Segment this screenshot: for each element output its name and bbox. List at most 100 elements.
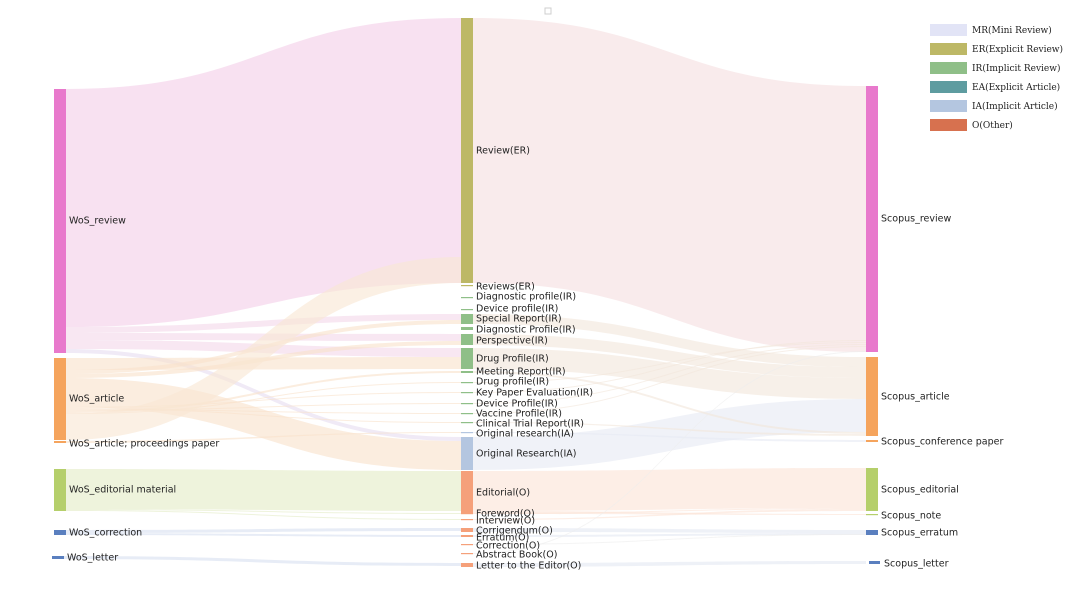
legend-swatch-er-explicit-review: [930, 43, 967, 55]
link-wos-edit-to-foreword-o: [66, 509, 461, 514]
label-review-er: Review(ER): [476, 146, 530, 157]
node-scopus-article[interactable]: [866, 357, 878, 436]
node-scopus-letter[interactable]: [869, 561, 880, 564]
link-meeting-report-ir-to-scopus-article: [473, 371, 866, 434]
node-editorial-o[interactable]: [461, 471, 473, 514]
node-scopus-erratum[interactable]: [866, 530, 878, 535]
link-orig-research-ia-to-scopus-conf: [473, 432, 866, 442]
label-wos-edit: WoS_editorial material: [69, 485, 176, 496]
link-wos-edit-to-editorial-o: [66, 469, 461, 511]
node-wos-review[interactable]: [54, 89, 66, 353]
node-orig-research-ia[interactable]: [461, 437, 473, 470]
label-scopus-conf: Scopus_conference paper: [881, 437, 1003, 448]
link-drug-profile-ir-to-scopus-review: [473, 342, 866, 383]
node-interview-o[interactable]: [461, 519, 473, 521]
link-erratum-o-to-scopus-erratum: [473, 533, 866, 537]
link-device-profile-ir-to-scopus-review: [473, 344, 866, 404]
link-wos-article-to-meeting-report-ir: [66, 371, 461, 413]
label-scopus-article: Scopus_article: [881, 392, 950, 403]
node-letter-editor-o[interactable]: [461, 563, 473, 567]
label-editorial-o: Editorial(O): [476, 488, 530, 499]
label-diag-profile-ir: Diagnostic Profile(IR): [476, 325, 576, 336]
label-key-paper-ir: Key Paper Evaluation(IR): [476, 388, 593, 399]
node-device-profile-ir[interactable]: [461, 309, 473, 311]
node-review-er[interactable]: [461, 18, 473, 283]
node-reviews-er[interactable]: [461, 285, 473, 287]
node-drug-profile-ir[interactable]: [461, 382, 473, 384]
link-wos-corr-to-erratum-o: [66, 533, 461, 537]
node-scopus-edit[interactable]: [866, 468, 878, 511]
node-device-profile-ir[interactable]: [461, 403, 473, 405]
node-abstract-book-o[interactable]: [461, 553, 473, 555]
link-wos-proc-to-orig-research-ia: [66, 432, 461, 443]
legend-swatch-ia-implicit-article: [930, 100, 967, 112]
node-clinical-trial-ir[interactable]: [461, 422, 473, 424]
legend-label-ia-implicit-article: IA(Implicit Article): [972, 101, 1058, 112]
link-abstract-book-o-to-scopus-review: [473, 351, 866, 554]
node-erratum-o[interactable]: [461, 535, 473, 537]
node-scopus-note[interactable]: [866, 514, 878, 516]
sankey-links: [64, 18, 866, 567]
link-interview-o-to-scopus-edit: [473, 509, 866, 520]
node-wos-article[interactable]: [54, 358, 66, 440]
node-correction-o[interactable]: [461, 544, 473, 546]
node-corrigendum-o[interactable]: [461, 528, 473, 532]
sankey-labels: WoS_review WoS_article WoS_article; procee…: [67, 146, 1003, 572]
link-wos-review-to-orig-research-ia: [66, 349, 461, 441]
link-wos-article-to-key-paper-ir: [66, 392, 461, 408]
label-special-report-ir: Special Report(IR): [476, 314, 562, 325]
node-wos-edit[interactable]: [54, 469, 66, 511]
node-scopus-review[interactable]: [866, 86, 878, 352]
label-foreword-o: Foreword(O): [476, 509, 535, 520]
label-device-profile-ir: Device Profile(IR): [476, 399, 558, 410]
label-orig-research-ia: Original research(IA): [476, 429, 574, 440]
link-wos-review-to-review-er: [66, 18, 461, 327]
node-key-paper-ir[interactable]: [461, 392, 473, 394]
legend-label-o-other: O(Other): [972, 120, 1013, 131]
label-drug-profile-ir: Drug Profile(IR): [476, 354, 549, 365]
legend-swatch-o-other: [930, 119, 967, 131]
node-diag-profile-ir[interactable]: [461, 327, 473, 330]
legend-label-mr-mini-review: MR(Mini Review): [972, 25, 1052, 36]
link-vaccine-profile-ir-to-scopus-review: [473, 346, 866, 414]
link-perspective-ir-to-scopus-article: [473, 334, 866, 378]
node-scopus-conf[interactable]: [866, 440, 878, 442]
label-wos-corr: WoS_correction: [69, 528, 142, 539]
label-perspective-ir: Perspective(IR): [476, 336, 548, 347]
label-correction-o: Correction(O): [476, 541, 540, 552]
legend-label-er-explicit-review: ER(Explicit Review): [972, 44, 1063, 55]
label-vaccine-profile-ir: Vaccine Profile(IR): [476, 409, 562, 420]
label-wos-proc: WoS_article; proceedings paper: [69, 439, 219, 450]
node-drug-profile-ir[interactable]: [461, 348, 473, 369]
node-foreword-o[interactable]: [461, 513, 473, 515]
node-orig-research-ia[interactable]: [461, 432, 473, 434]
label-corrigendum-o: Corrigendum(O): [476, 526, 553, 537]
node-special-report-ir[interactable]: [461, 314, 473, 324]
node-wos-proc[interactable]: [54, 441, 66, 443]
link-wos-article-to-clinical-trial-ir: [66, 408, 461, 423]
label-abstract-book-o: Abstract Book(O): [476, 550, 557, 561]
link-wos-article-to-device-profile-ir: [66, 403, 461, 411]
legend: MR(Mini Review) ER(Explicit Review) IR(Imp…: [930, 24, 1063, 131]
node-meeting-report-ir[interactable]: [461, 371, 473, 373]
node-wos-letter[interactable]: [52, 556, 64, 559]
label-reviews-er: Reviews(ER): [476, 282, 535, 293]
link-correction-o-to-scopus-erratum: [473, 534, 866, 545]
label-drug-profile-ir: Drug profile(IR): [476, 377, 549, 388]
label-meeting-report-ir: Meeting Report(IR): [476, 367, 566, 378]
link-letter-editor-o-to-scopus-letter: [473, 561, 866, 567]
node-diag-profile-ir[interactable]: [461, 297, 473, 299]
link-editorial-o-to-scopus-edit: [473, 468, 866, 511]
link-wos-article-to-drug-profile-ir: [66, 382, 461, 414]
label-scopus-review: Scopus_review: [881, 214, 951, 225]
label-wos-review: WoS_review: [69, 216, 126, 227]
link-wos-letter-to-letter-editor-o: [64, 556, 461, 566]
node-vaccine-profile-ir[interactable]: [461, 413, 473, 415]
label-interview-o: Interview(O): [476, 516, 535, 527]
node-perspective-ir[interactable]: [461, 334, 473, 345]
link-review-er-to-scopus-review: [473, 18, 866, 352]
legend-label-ir-implicit-review: IR(Implicit Review): [972, 63, 1060, 74]
sankey-nodes: [52, 18, 880, 567]
node-wos-corr[interactable]: [54, 530, 66, 535]
